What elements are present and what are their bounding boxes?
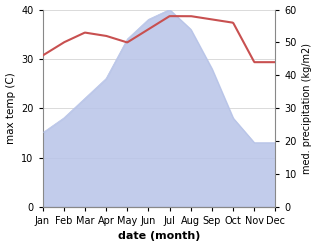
Y-axis label: med. precipitation (kg/m2): med. precipitation (kg/m2) <box>302 43 313 174</box>
X-axis label: date (month): date (month) <box>118 231 200 242</box>
Y-axis label: max temp (C): max temp (C) <box>5 72 16 144</box>
